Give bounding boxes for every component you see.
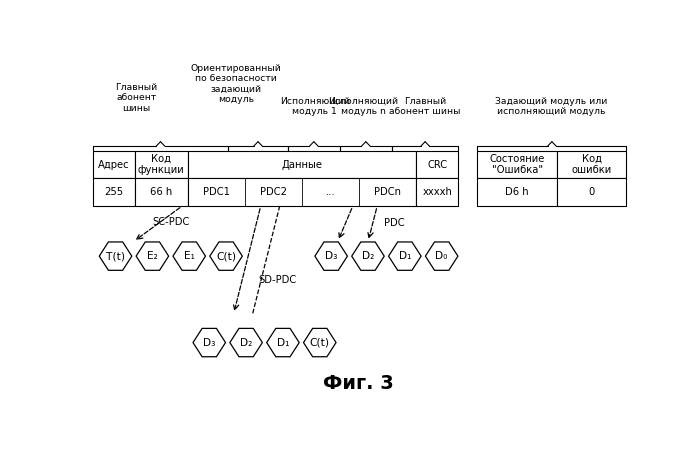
Polygon shape — [267, 328, 299, 357]
Polygon shape — [315, 242, 347, 270]
Text: xxxxh: xxxxh — [422, 187, 452, 197]
Text: D₂: D₂ — [362, 251, 374, 261]
Text: D₃: D₃ — [325, 251, 338, 261]
Polygon shape — [136, 242, 168, 270]
Bar — [417, 178, 459, 206]
Polygon shape — [210, 242, 243, 270]
Text: Главный
абонент шины: Главный абонент шины — [389, 97, 461, 116]
Bar — [417, 151, 459, 178]
Bar — [188, 151, 417, 178]
Text: Главный
абонент
шины: Главный абонент шины — [115, 83, 157, 113]
Text: ...: ... — [326, 187, 336, 197]
Polygon shape — [389, 242, 421, 270]
Text: SD-PDC: SD-PDC — [258, 275, 296, 285]
Text: PDCn: PDCn — [375, 187, 401, 197]
Polygon shape — [99, 242, 132, 270]
Polygon shape — [230, 328, 262, 357]
Bar — [557, 178, 626, 206]
Polygon shape — [352, 242, 384, 270]
Text: D₁: D₁ — [398, 251, 411, 261]
Text: D₁: D₁ — [277, 338, 289, 348]
Text: Ориентированный
по безопасности
задающий
модуль: Ориентированный по безопасности задающий… — [191, 64, 282, 104]
Polygon shape — [303, 328, 336, 357]
Bar — [135, 178, 188, 206]
Text: T(t): T(t) — [106, 251, 125, 261]
Bar — [135, 151, 188, 178]
Text: D₂: D₂ — [240, 338, 252, 348]
Text: C(t): C(t) — [216, 251, 236, 261]
Text: Код
функции: Код функции — [138, 154, 185, 175]
Bar — [93, 151, 135, 178]
Bar — [188, 178, 417, 206]
Text: D₀: D₀ — [435, 251, 448, 261]
Text: D6 h: D6 h — [505, 187, 529, 197]
Text: PDC: PDC — [384, 218, 405, 228]
Bar — [477, 178, 557, 206]
Text: Код
ошибки: Код ошибки — [572, 154, 612, 175]
Bar — [557, 151, 626, 178]
Bar — [477, 151, 557, 178]
Text: 0: 0 — [589, 187, 595, 197]
Text: Исполняющий
модуль n: Исполняющий модуль n — [329, 97, 398, 116]
Text: Фиг. 3: Фиг. 3 — [323, 374, 394, 393]
Text: PDC2: PDC2 — [260, 187, 287, 197]
Text: Состояние
"Ошибка": Состояние "Ошибка" — [489, 154, 545, 175]
Text: 66 h: 66 h — [150, 187, 173, 197]
Text: 255: 255 — [104, 187, 124, 197]
Text: E₂: E₂ — [147, 251, 158, 261]
Text: PDC1: PDC1 — [203, 187, 230, 197]
Text: C(t): C(t) — [310, 338, 330, 348]
Polygon shape — [426, 242, 458, 270]
Polygon shape — [193, 328, 226, 357]
Text: Исполняющий
модуль 1: Исполняющий модуль 1 — [280, 97, 350, 116]
Text: D₃: D₃ — [203, 338, 215, 348]
Text: Задающий модуль или
исполняющий модуль: Задающий модуль или исполняющий модуль — [496, 97, 608, 116]
Text: Адрес: Адрес — [98, 159, 129, 170]
Text: Данные: Данные — [282, 159, 323, 170]
Bar — [93, 178, 135, 206]
Polygon shape — [173, 242, 206, 270]
Text: E₁: E₁ — [184, 251, 194, 261]
Text: CRC: CRC — [427, 159, 447, 170]
Text: SC-PDC: SC-PDC — [152, 216, 190, 227]
